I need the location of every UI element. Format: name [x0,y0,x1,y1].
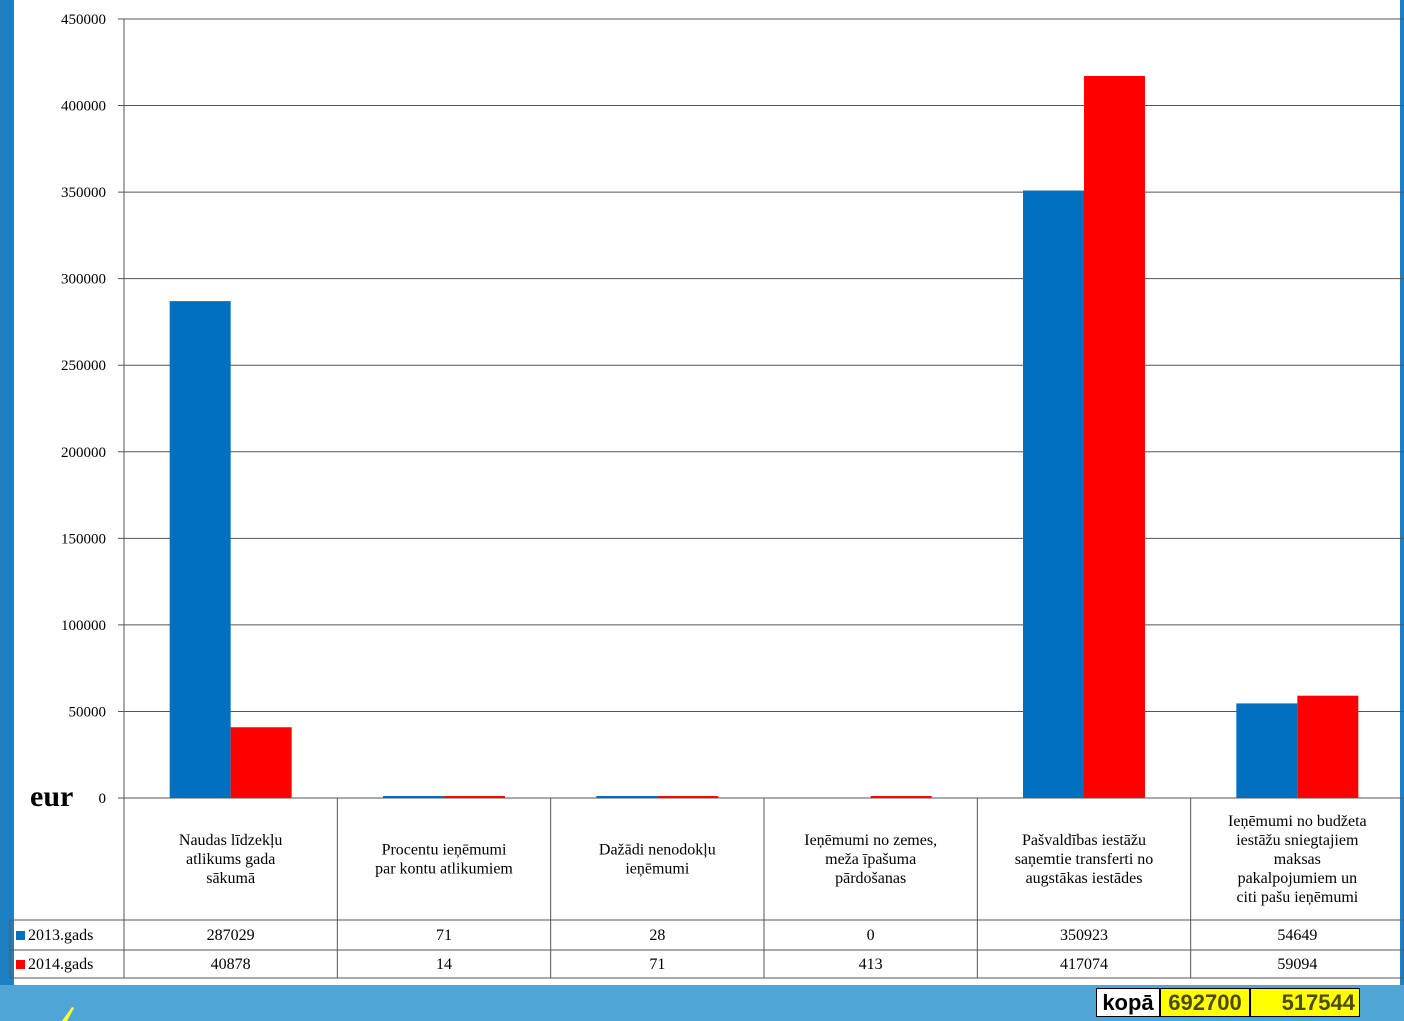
y-tick-label: 400000 [61,99,106,115]
category-label: Naudas līdzekļu [179,832,283,849]
category-label: par kontu atlikumiem [375,861,513,878]
arrow-cursor-icon [62,1007,74,1021]
legend-swatch-2013.gads [16,931,25,940]
category-label: Ieņēmumi no zemes, [804,832,937,849]
data-label: 287029 [207,927,255,944]
y-tick-label: 150000 [61,531,106,547]
category-label: augstākas iestādes [1026,870,1143,887]
bar-chart: 0 50000 100000 150000 200000 250000 300000 3500… [9,12,1404,979]
bar-series [169,75,1359,799]
category-label: meža īpašuma [825,851,916,868]
background-strip-right [1400,0,1404,1021]
data-label: 350923 [1060,927,1108,944]
legend-swatch-2014.gads [16,960,25,969]
totals-box: kopā 692700 517544 [1096,988,1360,1017]
data-label: 71 [649,956,665,973]
data-label: 71 [436,927,452,944]
category-label: Ieņēmumi no budžeta [1228,813,1367,830]
y-tick-label: 300000 [61,272,106,288]
total-2013-value: 692700 [1160,988,1250,1017]
category-label: ieņēmumi [625,861,690,878]
bar-2014.gads-4 [1084,75,1145,799]
bar-2014.gads-0 [230,727,292,798]
y-tick-label: 450000 [61,12,106,28]
y-tick-label: 0 [99,791,107,807]
category-label: pakalpojumiem un [1238,870,1358,887]
bar-2013.gads-0 [169,301,231,798]
bar-2014.gads-5 [1297,695,1359,798]
grid-lines [118,18,1404,799]
category-label: iestāžu sniegtajiem [1236,832,1359,849]
data-label: 413 [859,956,883,973]
legend-label: 2014.gads [28,956,93,973]
category-label: Procentu ieņēmumi [382,842,507,859]
data-table: Naudas līdzekļu atlikums gada sākumā Procen… [9,797,1404,979]
data-label: 28 [649,927,665,944]
data-label: 0 [867,927,875,944]
data-label: 40878 [211,956,251,973]
category-label: Pašvaldības iestāžu [1022,832,1146,849]
bar-2014.gads-1 [444,796,505,798]
axis-ticks: 0 50000 100000 150000 200000 250000 300000 3500… [61,12,125,807]
unit-label: eur [30,780,73,813]
data-label: 54649 [1277,927,1317,944]
category-label: sākumā [206,870,255,887]
data-label: 417074 [1060,956,1108,973]
y-tick-label: 350000 [61,185,106,201]
y-tick-label: 250000 [61,358,106,374]
y-tick-label: 100000 [61,618,106,634]
bar-2013.gads-4 [1023,190,1084,798]
category-label: citi pašu ieņēmumi [1236,889,1358,906]
legend-label: 2013.gads [28,927,93,944]
total-2014-value: 517544 [1250,988,1360,1017]
category-label: Dažādi nenodokļu [599,842,716,859]
bar-2014.gads-3 [870,796,932,798]
category-label: atlikums gada [186,851,275,868]
y-tick-label: 200000 [61,445,106,461]
category-label: pārdošanas [835,870,906,887]
y-tick-label: 50000 [69,704,107,720]
data-label: 59094 [1277,956,1317,973]
category-label: saņemtie transferti no [1015,851,1154,868]
category-label: maksas [1274,851,1321,868]
bar-2014.gads-2 [657,796,719,798]
background-strip-left [0,0,14,1021]
bar-2013.gads-1 [383,796,444,798]
totals-label: kopā [1096,988,1160,1017]
bar-2013.gads-5 [1236,703,1298,798]
data-label: 14 [436,956,452,973]
bar-2013.gads-2 [596,796,658,798]
